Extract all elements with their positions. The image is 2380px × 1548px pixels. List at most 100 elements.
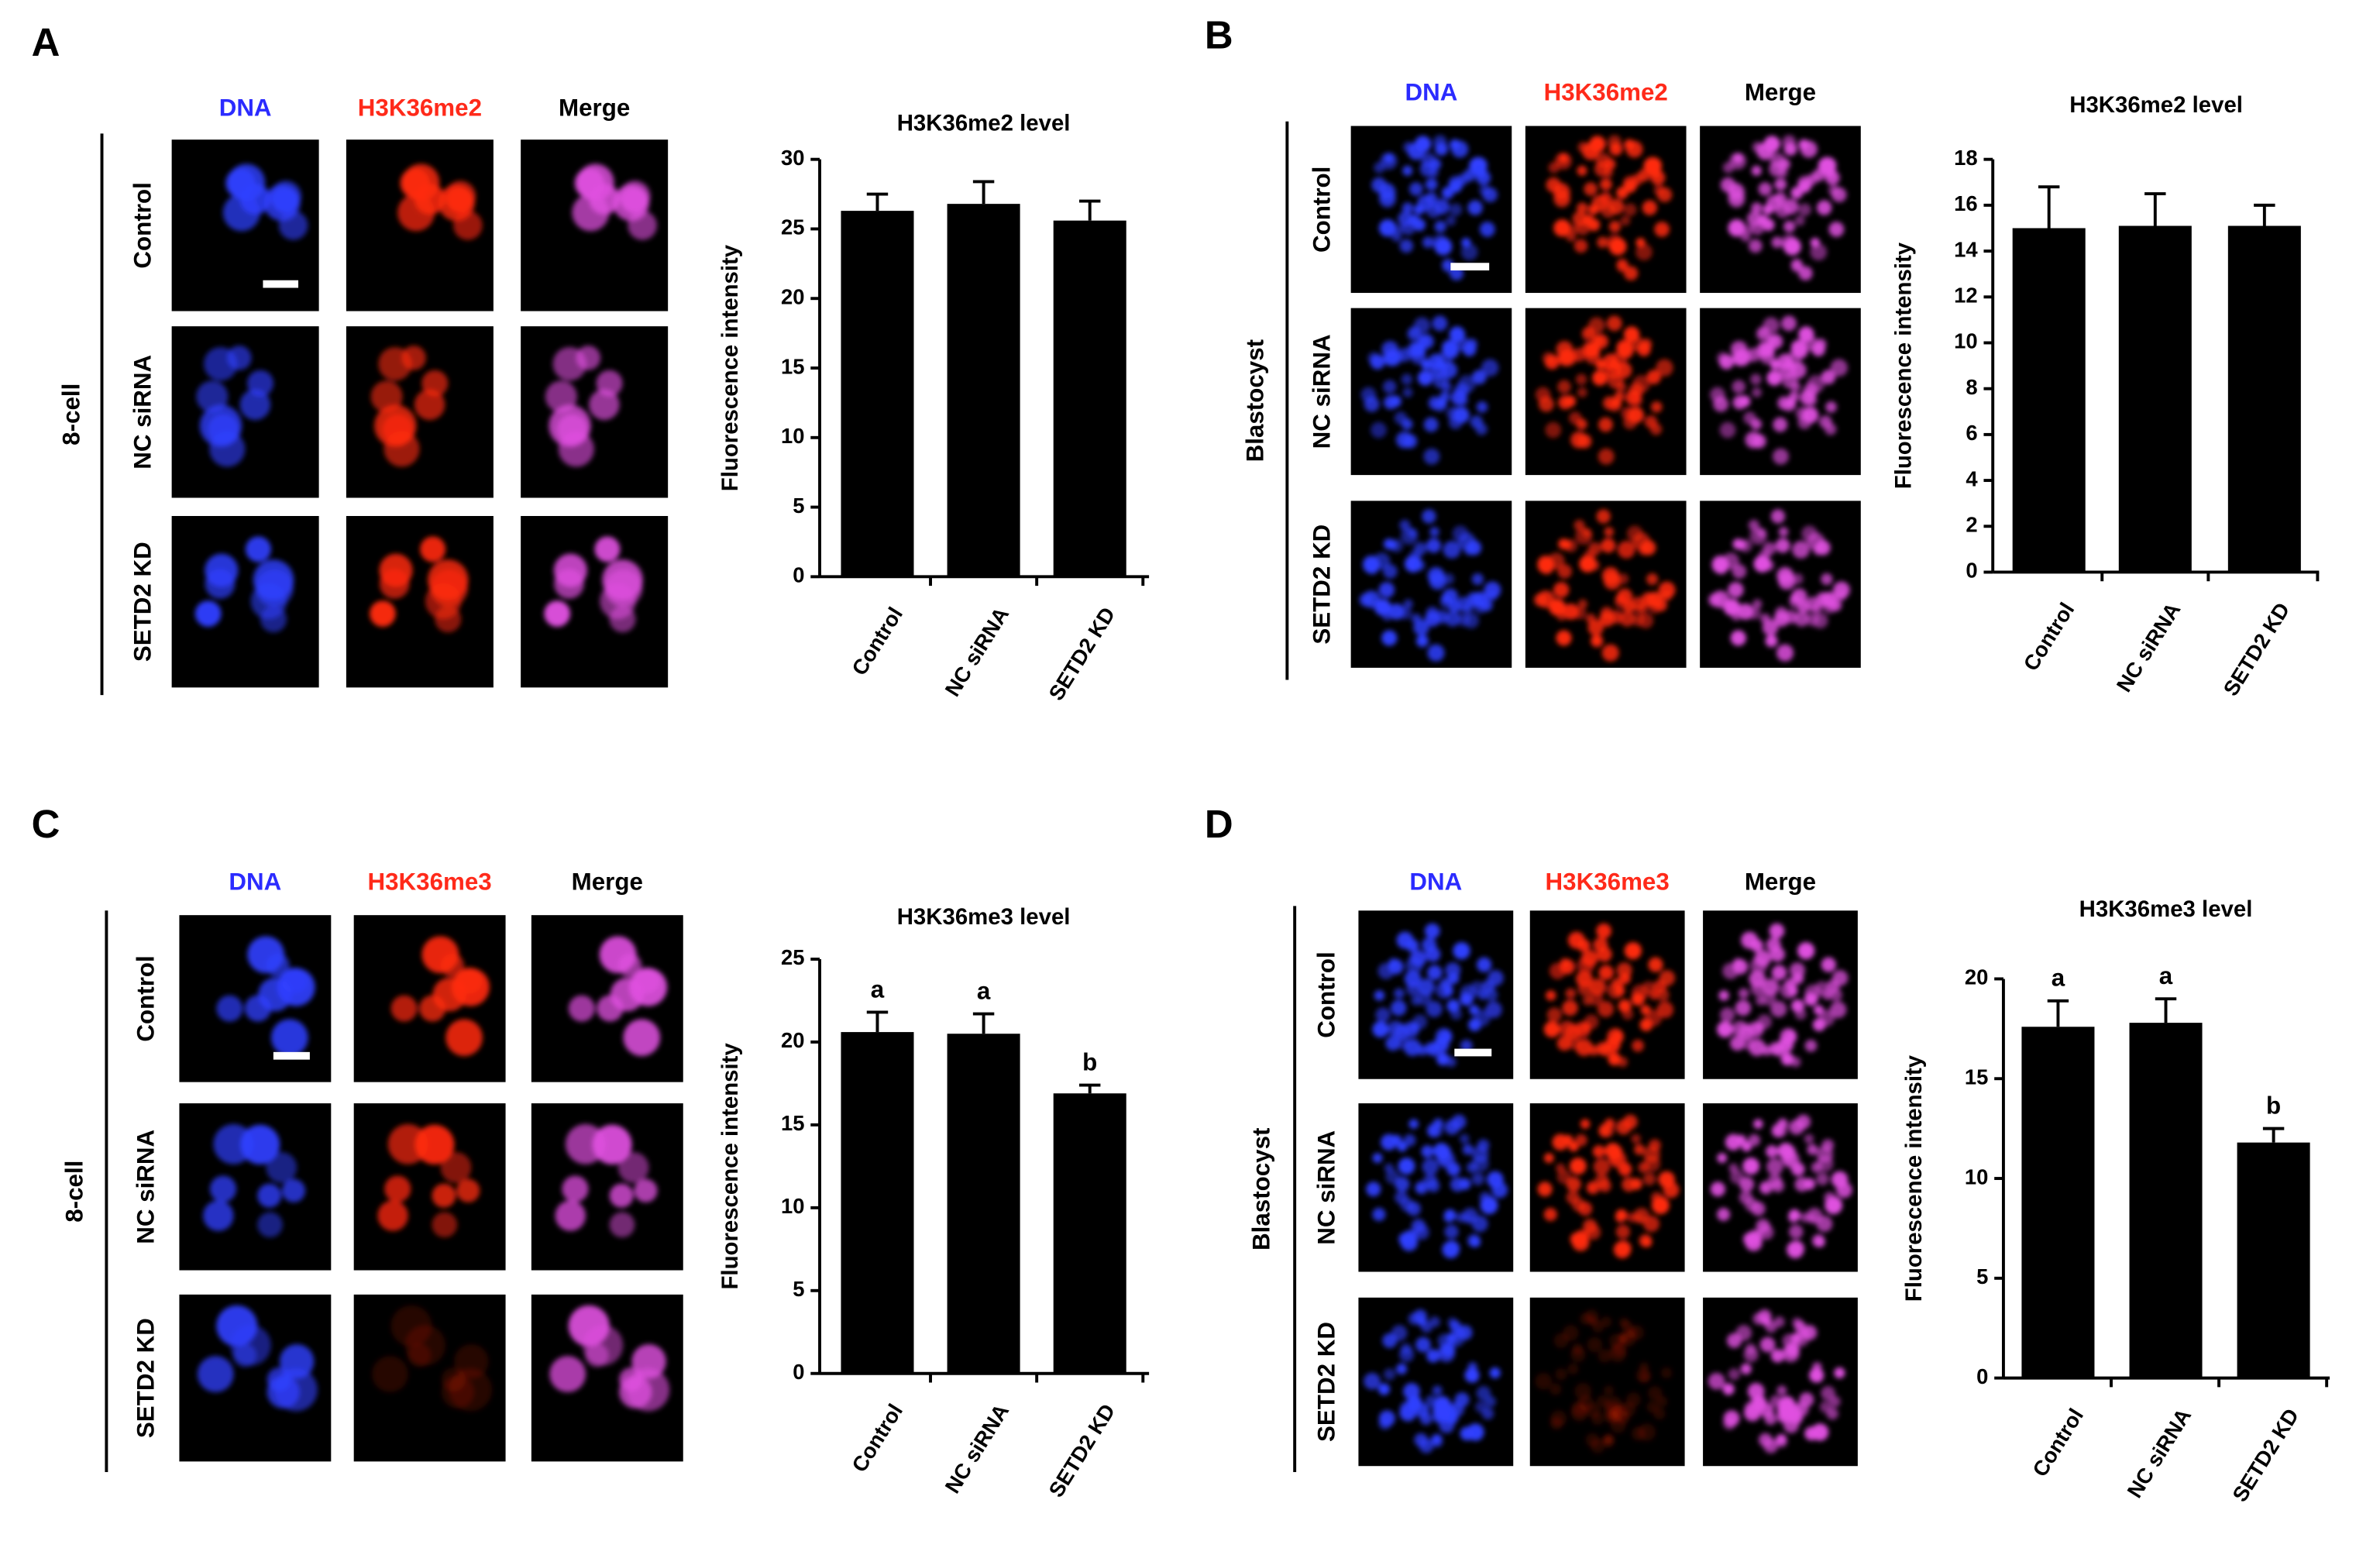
- nucleus: [1415, 1183, 1426, 1193]
- nucleus: [1782, 397, 1796, 412]
- micrograph: [179, 1294, 332, 1462]
- nucleus: [1730, 340, 1748, 358]
- nucleus: [1602, 1434, 1614, 1446]
- y-tick-label: 25: [781, 215, 804, 239]
- nucleus: [1471, 1172, 1484, 1185]
- nucleus: [1646, 573, 1659, 586]
- nucleus: [1788, 1209, 1800, 1222]
- nucleus: [1443, 541, 1461, 559]
- nucleus: [445, 1019, 483, 1057]
- nucleus: [1566, 1176, 1581, 1192]
- nucleus: [1424, 923, 1440, 939]
- nucleus: [1455, 336, 1470, 351]
- nucleus: [1804, 1039, 1818, 1052]
- micrograph: [521, 516, 669, 688]
- nucleus: [1832, 581, 1850, 599]
- nucleus: [1481, 359, 1499, 377]
- nuclei: [370, 346, 449, 467]
- x-tick-label: Control: [2018, 598, 2079, 675]
- nucleus: [1426, 1000, 1443, 1017]
- nucleus: [1467, 592, 1481, 607]
- nucleus: [1371, 421, 1387, 439]
- nucleus: [1631, 612, 1646, 627]
- nucleus: [1449, 139, 1460, 150]
- micrograph: [531, 1294, 683, 1462]
- nucleus: [1728, 219, 1745, 237]
- y-tick-label: 8: [1966, 375, 1977, 399]
- nucleus: [1797, 175, 1813, 191]
- nucleus: [1742, 1158, 1760, 1175]
- column-header: Merge: [559, 94, 630, 121]
- nuclei: [545, 346, 623, 467]
- nucleus: [1729, 152, 1747, 170]
- nucleus: [1791, 999, 1804, 1013]
- y-tick-label: 0: [1976, 1364, 1988, 1388]
- nucleus: [383, 431, 420, 467]
- nuclei: [1366, 1114, 1508, 1259]
- nucleus: [1824, 1192, 1836, 1204]
- nucleus: [1384, 1163, 1395, 1174]
- nucleus: [1601, 644, 1619, 662]
- nucleus: [1378, 582, 1395, 598]
- nucleus: [1426, 1349, 1440, 1363]
- micrograph: [1350, 126, 1512, 294]
- nucleus: [1816, 1172, 1829, 1185]
- nucleus: [432, 1183, 456, 1208]
- nucleus: [1757, 326, 1770, 339]
- nucleus: [1546, 990, 1556, 1001]
- x-tick-label: Control: [847, 603, 907, 679]
- nucleus: [1467, 1361, 1477, 1372]
- nuclei: [1720, 135, 1847, 280]
- nucleus: [1476, 957, 1492, 972]
- column-header: H3K36me2: [358, 94, 482, 121]
- nuclei: [544, 536, 643, 633]
- nucleus: [619, 1367, 644, 1392]
- nucleus: [1452, 525, 1469, 542]
- x-tick-label: SETD2 KD: [2218, 598, 2294, 700]
- nucleus: [1575, 373, 1587, 385]
- nucleus: [281, 1178, 306, 1202]
- nucleus: [1812, 1361, 1822, 1372]
- micrograph: [346, 139, 494, 311]
- nucleus: [1574, 1021, 1591, 1038]
- nucleus: [1598, 417, 1613, 432]
- row-label: SETD2 KD: [129, 542, 156, 662]
- y-tick-label: 16: [1954, 191, 1977, 215]
- nucleus: [1743, 411, 1756, 425]
- nucleus: [1573, 239, 1588, 253]
- nucleus: [1643, 1216, 1660, 1233]
- nucleus: [1789, 1224, 1804, 1240]
- nucleus: [1792, 541, 1810, 559]
- nucleus: [1566, 1190, 1580, 1205]
- nucleus: [1480, 598, 1493, 612]
- nucleus: [1751, 202, 1763, 214]
- nuclei: [1371, 135, 1498, 280]
- nucleus: [1403, 599, 1413, 609]
- chart-title: H3K36me2 level: [2069, 92, 2243, 118]
- nucleus: [1830, 359, 1848, 377]
- y-tick-label: 5: [793, 494, 804, 518]
- y-tick-label: 10: [781, 1194, 804, 1218]
- nuclei: [1710, 1114, 1852, 1259]
- nucleus: [1790, 362, 1807, 379]
- nucleus: [1821, 1139, 1835, 1152]
- nucleus: [1576, 970, 1593, 988]
- nucleus: [1441, 187, 1454, 199]
- nucleus: [440, 1152, 472, 1183]
- nucleus: [1618, 1162, 1632, 1176]
- nucleus: [1476, 1385, 1491, 1401]
- nucleus: [1600, 178, 1612, 191]
- nucleus: [1440, 1342, 1456, 1357]
- column-header: Merge: [1745, 868, 1816, 895]
- nucleus: [1387, 539, 1398, 550]
- nucleus: [1445, 611, 1460, 627]
- significance-letter: a: [2052, 965, 2065, 992]
- nucleus: [414, 389, 445, 421]
- image-background: [346, 516, 494, 688]
- nucleus: [1751, 1201, 1766, 1216]
- nucleus: [1399, 239, 1414, 253]
- y-tick-label: 4: [1966, 466, 1978, 490]
- nucleus: [1749, 221, 1765, 236]
- nucleus: [1440, 362, 1458, 379]
- nuclei: [194, 536, 294, 633]
